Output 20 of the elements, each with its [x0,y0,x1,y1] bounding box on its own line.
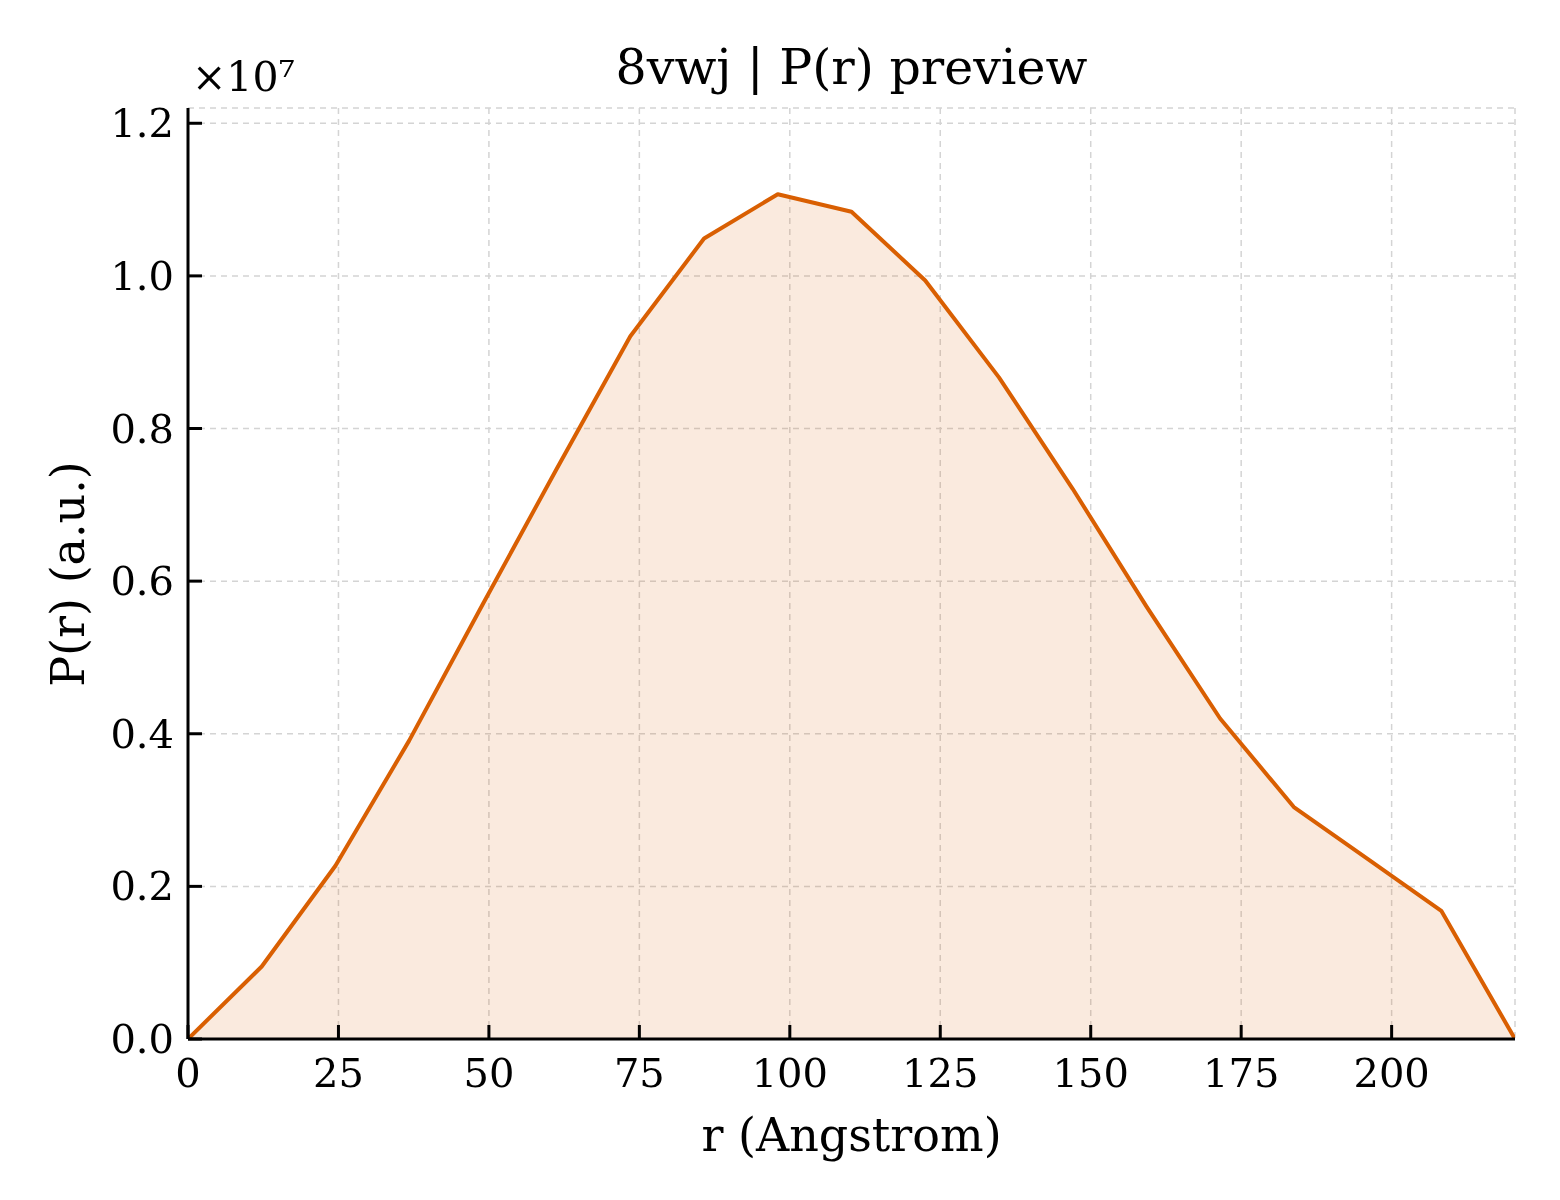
x-tick-label: 50 [463,1050,515,1096]
x-tick-label: 0 [175,1050,201,1096]
x-tick-label: 75 [613,1050,665,1096]
y-tick-label: 1.0 [110,252,174,299]
x-tick-label: 200 [1353,1050,1430,1096]
y-tick-label: 0.2 [110,863,174,910]
x-tick-label: 150 [1052,1050,1129,1096]
x-tick-label: 175 [1202,1050,1280,1096]
x-tick-label: 100 [751,1050,828,1096]
x-axis-title: r (Angstrom) [700,1108,1003,1162]
y-tick-label: 0.0 [110,1016,174,1062]
y-axis-title: P(r) (a.u.) [41,460,95,687]
y-tick-label: 0.8 [110,405,174,452]
x-tick-label: 125 [902,1050,979,1096]
text: ×10⁷ [192,53,295,101]
y-tick-label: 0.4 [110,710,174,757]
y-tick-label: 0.6 [110,558,174,605]
x-tick-label: 25 [313,1050,364,1096]
y-tick-label: 1.2 [110,100,174,147]
chart-title: 8vwj | P(r) preview [615,39,1088,96]
